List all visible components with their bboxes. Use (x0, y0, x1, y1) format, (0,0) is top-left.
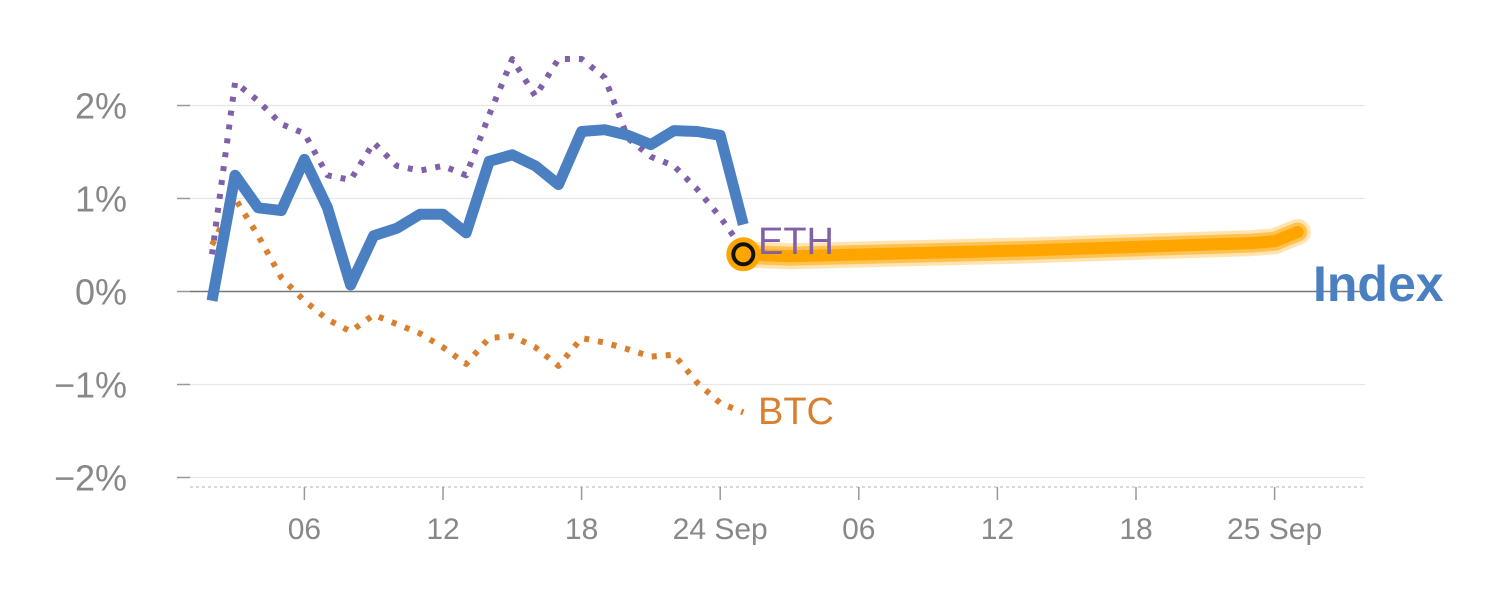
current-point-marker (731, 242, 756, 267)
eth-series-label: ETH (758, 221, 834, 263)
y-tick-label: 0% (75, 272, 127, 313)
x-tick-label: 12 (426, 513, 459, 546)
y-tick-label: 1% (75, 179, 127, 220)
x-tick-label: 18 (1119, 513, 1152, 546)
x-axis-ticks: 06 12 18 24 Sep 06 12 18 25 Sep (288, 487, 1322, 546)
btc-series-line (209, 195, 745, 416)
y-tick-label: −1% (54, 365, 127, 406)
x-tick-label: 12 (981, 513, 1014, 546)
forecast-band-line (737, 226, 1304, 263)
y-tick-label: 2% (75, 86, 127, 127)
grid-lines (177, 104, 1365, 488)
index-series-label: Index (1313, 256, 1444, 312)
index-series-line (206, 124, 749, 302)
series-lines (206, 56, 1311, 416)
x-tick-label: 25 Sep (1227, 513, 1322, 546)
x-tick-label: 24 Sep (673, 513, 768, 546)
x-tick-label: 18 (565, 513, 598, 546)
y-tick-label: −2% (54, 458, 127, 499)
x-tick-label: 06 (288, 513, 321, 546)
x-tick-label: 06 (842, 513, 875, 546)
eth-series-line (209, 56, 746, 255)
btc-series-label: BTC (758, 391, 834, 433)
y-axis-ticks: 2% 1% 0% −1% −2% (54, 86, 127, 499)
